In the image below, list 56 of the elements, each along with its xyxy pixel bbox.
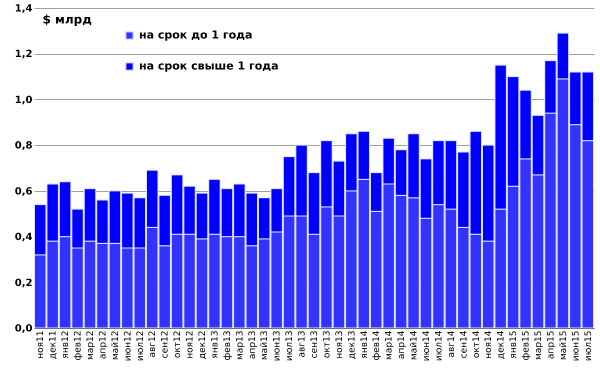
x-tick-label: фев15 [522,330,532,360]
x-tick-label: мар15 [534,330,544,360]
x-tick-label: дек14 [496,330,507,360]
x-tick-label: май14 [410,330,420,360]
x-tick-label: июн13 [272,330,283,362]
x-tick-label: май15 [558,330,569,360]
x-tick-label: июл15 [584,330,594,362]
x-tick-label: дек11 [48,330,59,360]
x-tick-label: апр13 [248,330,258,360]
x-tick-label: июн15 [571,330,582,362]
x-tick-label: окт13 [322,330,332,358]
x-tick-label: мар12 [86,330,96,360]
x-tick-label: июн12 [123,330,134,362]
x-tick-label: авг14 [446,330,457,358]
x-tick-label: янв14 [360,330,370,359]
x-tick-label: фев13 [222,330,233,360]
x-tick-label: июл13 [285,330,296,362]
x-tick-label: июн14 [422,330,432,362]
x-tick-label: окт14 [472,330,482,358]
x-tick-label: ноя11 [36,330,46,359]
x-tick-label: авг12 [148,330,158,358]
x-tick-label: янв12 [61,330,72,359]
y-tick-label: 0,8 [14,140,33,152]
x-tick-label: апр15 [546,330,556,360]
x-tick-label: окт12 [173,330,184,358]
x-tick-label: мар13 [235,330,246,360]
x-tick-label: дек13 [347,330,358,360]
x-tick-label: июл14 [434,330,444,362]
x-tick-label: ноя12 [186,330,196,359]
x-tick-label: янв15 [509,330,520,359]
x-tick-label: сен13 [310,330,320,358]
x-tick-label: сен12 [160,330,171,358]
y-tick-label: 0,0 [14,324,33,334]
x-tick-label: дек12 [198,330,208,360]
legend-label: на срок свыше 1 года [139,60,279,72]
y-tick-label: 1,4 [14,4,33,14]
x-tick-label: сен14 [459,330,470,358]
x-tick-label: апр14 [397,330,408,360]
x-tick-label: ноя13 [334,330,345,359]
y-tick-label: 0,2 [14,278,33,289]
y-tick-label: 1,2 [14,49,33,60]
x-tick-label: июл12 [136,330,146,362]
y-tick-label: 1,0 [14,94,33,106]
y-tick-label: 0,6 [14,186,33,198]
x-tick-label: апр12 [98,330,108,360]
y-axis-title: $ млрд [42,12,92,26]
x-tick-label: ноя14 [484,330,494,359]
x-tick-label: май12 [110,330,121,360]
x-tick-label: фев12 [74,330,84,360]
y-tick-label: 0,4 [14,232,33,244]
x-tick-label: янв13 [210,330,220,359]
x-tick-label: фев14 [372,330,382,360]
legend-label: на срок до 1 года [139,28,252,42]
x-tick-label: мар14 [384,330,395,360]
x-tick-label: авг13 [298,330,308,358]
x-tick-label: май13 [260,330,270,360]
